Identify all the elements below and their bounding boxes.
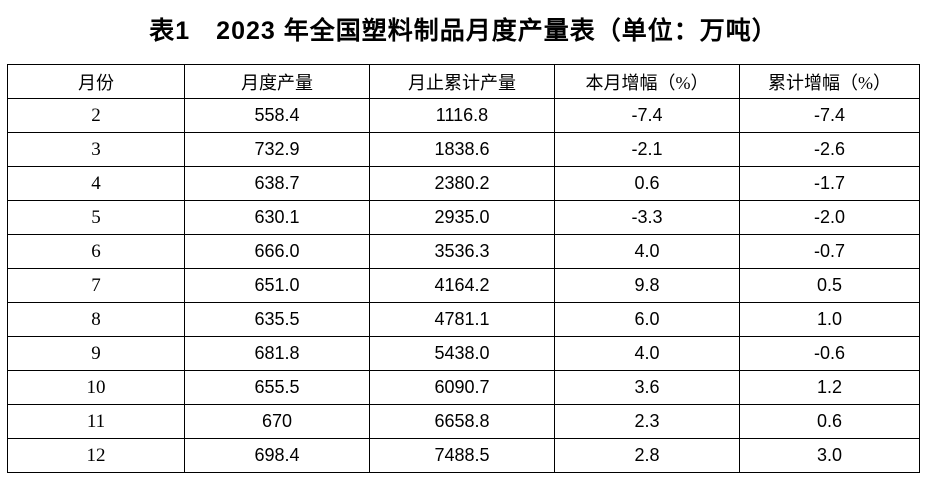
production-table: 月份 月度产量 月止累计产量 本月增幅（%） 累计增幅（%） 2 558.4 1116.8-… bbox=[7, 64, 920, 473]
value-cell: -1.7 bbox=[739, 166, 920, 201]
value-cell: 6658.8 bbox=[369, 404, 555, 439]
value-cell: 655.5 bbox=[184, 370, 370, 405]
month-cell: 3 bbox=[7, 132, 185, 167]
value-cell: 1838.6 bbox=[369, 132, 555, 167]
header-row: 月份 月度产量 月止累计产量 本月增幅（%） 累计增幅（%） bbox=[7, 64, 920, 99]
value-cell: 4.0 bbox=[554, 336, 740, 371]
month-cell: 2 bbox=[7, 98, 185, 133]
value-cell: -2.0 bbox=[739, 200, 920, 235]
table-body: 2 558.4 1116.8 -7.4 -7.4 3 732.9 1838.6 -2.1 -2.6… bbox=[7, 98, 920, 473]
value-cell: 2.3 bbox=[554, 404, 740, 439]
table-row: 3 732.9 1838.6 -2.1 -2.6 bbox=[7, 132, 920, 167]
table-row: 6 666.0 3536.3 4.0 -0.7 bbox=[7, 234, 920, 269]
month-cell: 8 bbox=[7, 302, 185, 337]
value-cell: -7.4 bbox=[739, 98, 920, 133]
table-row: 8 635.5 4781.1 6.0 1.0 bbox=[7, 302, 920, 337]
value-cell: 6.0 bbox=[554, 302, 740, 337]
value-cell: 2935.0 bbox=[369, 200, 555, 235]
table-row: 7 651.0 4164.2 9.8 0.5 bbox=[7, 268, 920, 303]
month-cell: 5 bbox=[7, 200, 185, 235]
month-cell: 4 bbox=[7, 166, 185, 201]
value-cell: -0.7 bbox=[739, 234, 920, 269]
table-row: 5 630.1 2935.0 -3.3 -2.0 bbox=[7, 200, 920, 235]
month-cell: 9 bbox=[7, 336, 185, 371]
table-row: 10 655.5 6090.7 3.6 1.2 bbox=[7, 370, 920, 405]
table-caption: 表1 2023 年全国塑料制品月度产量表（单位：万吨） bbox=[149, 17, 778, 45]
value-cell: 0.6 bbox=[554, 166, 740, 201]
table-row: 12 698.4 7488.5 2.8 3.0 bbox=[7, 438, 920, 473]
value-cell: 5438.0 bbox=[369, 336, 555, 371]
value-cell: 666.0 bbox=[184, 234, 370, 269]
value-cell: 9.8 bbox=[554, 268, 740, 303]
value-cell: -2.6 bbox=[739, 132, 920, 167]
value-cell: -0.6 bbox=[739, 336, 920, 371]
value-cell: 681.8 bbox=[184, 336, 370, 371]
month-cell: 6 bbox=[7, 234, 185, 269]
table-row: 9 681.8 5438.0 4.0 -0.6 bbox=[7, 336, 920, 371]
value-cell: 7488.5 bbox=[369, 438, 555, 473]
value-cell: 2380.2 bbox=[369, 166, 555, 201]
value-cell: 1116.8 bbox=[369, 98, 555, 133]
value-cell: 630.1 bbox=[184, 200, 370, 235]
value-cell: 2.8 bbox=[554, 438, 740, 473]
value-cell: -7.4 bbox=[554, 98, 740, 133]
value-cell: 4164.2 bbox=[369, 268, 555, 303]
value-cell: 3.6 bbox=[554, 370, 740, 405]
value-cell: 635.5 bbox=[184, 302, 370, 337]
value-cell: 6090.7 bbox=[369, 370, 555, 405]
value-cell: 4781.1 bbox=[369, 302, 555, 337]
value-cell: 638.7 bbox=[184, 166, 370, 201]
table-row: 4 638.7 2380.2 0.6 -1.7 bbox=[7, 166, 920, 201]
value-cell: 1.0 bbox=[739, 302, 920, 337]
value-cell: -2.1 bbox=[554, 132, 740, 167]
value-cell: 732.9 bbox=[184, 132, 370, 167]
value-cell: 1.2 bbox=[739, 370, 920, 405]
value-cell: 0.6 bbox=[739, 404, 920, 439]
column-header: 本月增幅（%） bbox=[554, 64, 740, 99]
column-header: 累计增幅（%） bbox=[739, 64, 920, 99]
column-header: 月份 bbox=[7, 64, 185, 99]
value-cell: -3.3 bbox=[554, 200, 740, 235]
value-cell: 698.4 bbox=[184, 438, 370, 473]
column-header: 月度产量 bbox=[184, 64, 370, 99]
month-cell: 7 bbox=[7, 268, 185, 303]
column-header: 月止累计产量 bbox=[369, 64, 555, 99]
value-cell: 3536.3 bbox=[369, 234, 555, 269]
value-cell: 0.5 bbox=[739, 268, 920, 303]
value-cell: 651.0 bbox=[184, 268, 370, 303]
value-cell: 558.4 bbox=[184, 98, 370, 133]
month-cell: 10 bbox=[7, 370, 185, 405]
value-cell: 3.0 bbox=[739, 438, 920, 473]
value-cell: 670 bbox=[184, 404, 370, 439]
month-cell: 11 bbox=[7, 404, 185, 439]
table-row: 2 558.4 1116.8 -7.4 -7.4 bbox=[7, 98, 920, 133]
month-cell: 12 bbox=[7, 438, 185, 473]
table-row: 11 670 6658.8 2.3 0.6 bbox=[7, 404, 920, 439]
table-header: 月份 月度产量 月止累计产量 本月增幅（%） 累计增幅（%） bbox=[7, 64, 920, 99]
value-cell: 4.0 bbox=[554, 234, 740, 269]
